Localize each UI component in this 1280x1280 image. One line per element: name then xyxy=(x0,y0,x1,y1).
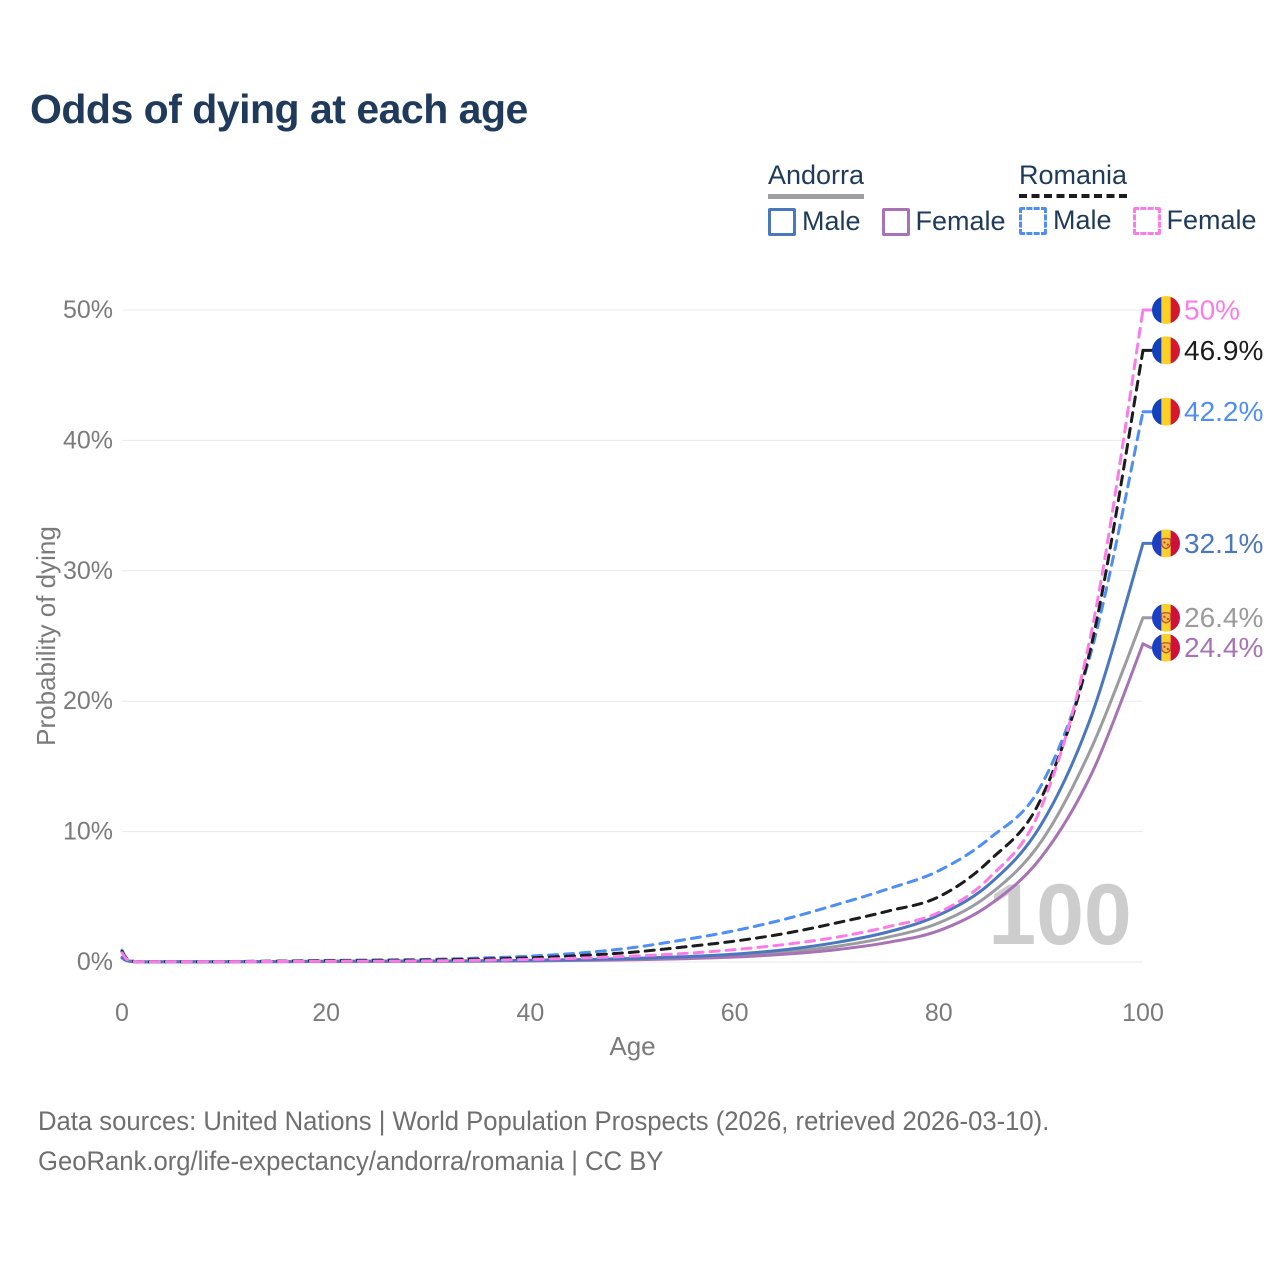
andorra-flag-icon xyxy=(1152,633,1180,662)
x-tick-label: 20 xyxy=(312,999,340,1027)
andorra-crest xyxy=(1160,612,1172,624)
legend-item-andorra-male[interactable]: Male xyxy=(768,206,861,237)
end-value-label-romania-female: 50% xyxy=(1184,295,1240,326)
x-tick-label: 80 xyxy=(925,999,953,1027)
x-tick-label: 0 xyxy=(115,999,129,1027)
y-tick-label: 50% xyxy=(63,296,113,324)
end-connector xyxy=(1141,642,1155,650)
y-tick-label: 30% xyxy=(63,557,113,585)
andorra-flag-icon xyxy=(1152,603,1180,632)
y-tick-label: 0% xyxy=(77,948,113,976)
legend-swatch-romania-female xyxy=(1132,206,1161,235)
x-tick-label: 100 xyxy=(1122,999,1164,1027)
x-axis-title: Age xyxy=(609,1031,655,1061)
end-value-label-andorra-male: 32.1% xyxy=(1184,528,1263,559)
legend-group-andorra: Andorra Male Female xyxy=(768,160,1006,237)
legend-swatch-romania-male xyxy=(1019,206,1047,235)
page-title: Odds of dying at each age xyxy=(30,86,528,132)
age-watermark: 100 xyxy=(988,867,1132,963)
end-value-label-andorra-total: 26.4% xyxy=(1184,602,1263,633)
legend-country-andorra: Andorra xyxy=(768,160,865,199)
legend-row-andorra: Male Female xyxy=(768,206,1006,237)
legend-label-romania-male: Male xyxy=(1053,205,1112,235)
andorra-crest xyxy=(1160,537,1172,550)
y-tick-label: 10% xyxy=(63,818,113,846)
legend-row-romania: Male Female xyxy=(1019,205,1257,236)
legend-label-andorra-male: Male xyxy=(802,206,861,236)
romania-flag-icon xyxy=(1152,397,1180,426)
andorra-flag-icon xyxy=(1152,529,1180,558)
legend-label-romania-female: Female xyxy=(1166,205,1257,235)
x-tick-label: 40 xyxy=(516,999,544,1027)
x-tick-label: 60 xyxy=(721,999,749,1027)
romania-flag-icon xyxy=(1152,336,1180,365)
series-line-romania-female xyxy=(120,308,1145,964)
footer-attribution: GeoRank.org/life-expectancy/andorra/roma… xyxy=(38,1146,664,1176)
y-tick-label: 20% xyxy=(63,687,113,715)
end-value-label-romania-total: 46.9% xyxy=(1184,335,1263,366)
legend-swatch-andorra-male xyxy=(768,207,796,236)
romania-flag-icon xyxy=(1152,296,1180,324)
legend-swatch-andorra-female xyxy=(881,207,910,236)
legend-label-andorra-female: Female xyxy=(915,206,1006,236)
legend-item-romania-male[interactable]: Male xyxy=(1019,205,1112,236)
andorra-crest xyxy=(1160,642,1172,654)
legend-country-romania: Romania xyxy=(1019,160,1128,198)
end-value-label-romania-male: 42.2% xyxy=(1184,396,1263,427)
y-axis-title: Probability of dying xyxy=(31,526,61,746)
legend-item-andorra-female[interactable]: Female xyxy=(881,206,1006,237)
legend-item-romania-female[interactable]: Female xyxy=(1132,205,1257,236)
y-tick-label: 40% xyxy=(63,426,113,454)
legend-group-romania: Romania Male Female xyxy=(1019,160,1257,236)
footer-data-sources: Data sources: United Nations | World Pop… xyxy=(38,1106,1050,1136)
end-value-label-andorra-female: 24.4% xyxy=(1184,632,1263,663)
